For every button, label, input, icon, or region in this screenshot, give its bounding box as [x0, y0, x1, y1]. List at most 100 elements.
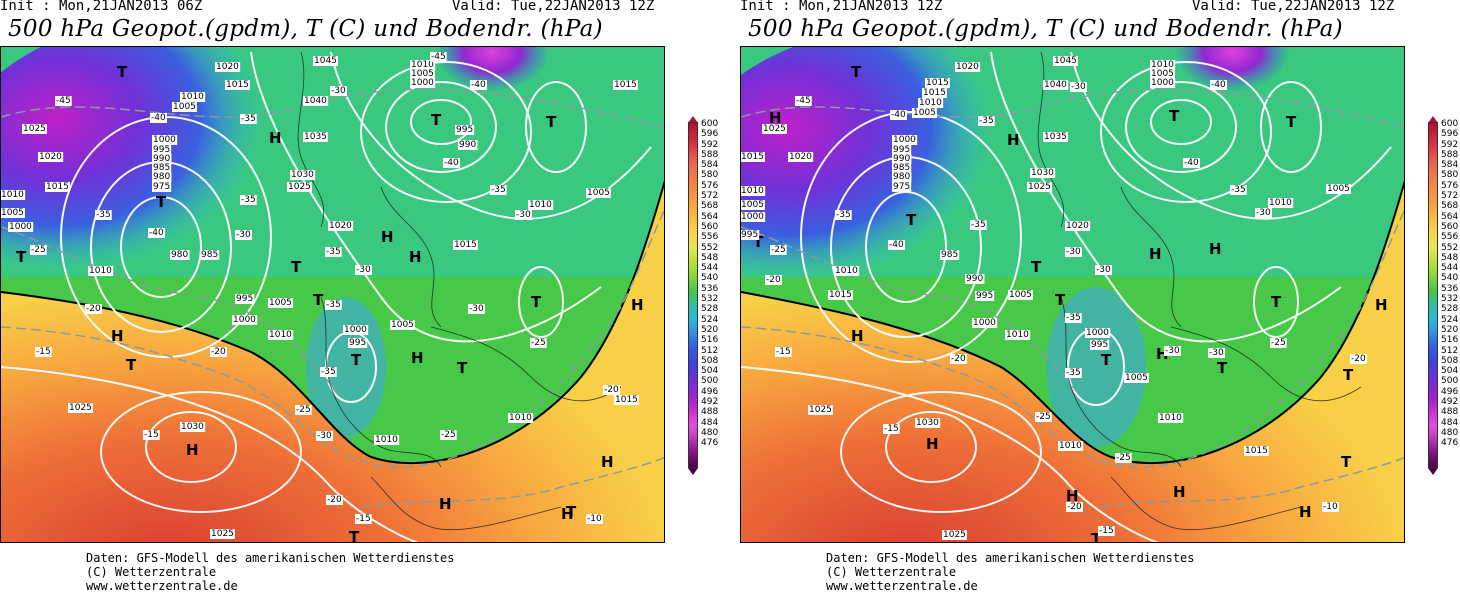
- isoline-label: -30: [1209, 348, 1224, 358]
- high-center: H: [1299, 503, 1312, 521]
- high-center: H: [1149, 245, 1162, 263]
- coastlines: [297, 51, 622, 531]
- map-svg: T T H T T T H H T T H T T H H T H T T T: [1, 47, 664, 543]
- data-credits: Daten: GFS-Modell des amerikanischen Wet…: [826, 551, 1194, 593]
- low-center: T: [1169, 107, 1180, 125]
- isoline-label: -30: [516, 210, 531, 220]
- isoline-label: -15: [884, 424, 899, 434]
- isoline-label: -40: [891, 110, 906, 120]
- low-center: T: [431, 111, 442, 129]
- low-center: T: [351, 351, 362, 369]
- isoline-label: 1025: [288, 182, 311, 192]
- isoline-label: 1035: [304, 132, 327, 142]
- isoline-label: -20: [86, 304, 101, 314]
- isoline-label: 1000: [741, 212, 764, 222]
- isoline-label: 985: [941, 250, 958, 260]
- low-center: T: [1101, 351, 1112, 369]
- isoline-label: -30: [1096, 265, 1111, 275]
- isoline-label: -10: [587, 514, 602, 524]
- isoline-label: -30: [317, 431, 332, 441]
- credit-copyright: (C) Wetterzentrale: [86, 565, 217, 579]
- map-title: 500 hPa Geopot.(gpdm), T (C) und Bodendr…: [8, 16, 603, 42]
- isoline-label: -40: [889, 240, 904, 250]
- isoline-label: 1025: [69, 403, 92, 413]
- isoline-label: -25: [531, 338, 546, 348]
- isoline-label: 1015: [923, 88, 946, 98]
- isoline-label: 985: [153, 163, 170, 173]
- low-center: T: [349, 528, 360, 543]
- isoline-label: 1000: [973, 318, 996, 328]
- isoline-label: 1005: [587, 188, 610, 198]
- isoline-label: -30: [331, 86, 346, 96]
- low-center: T: [906, 211, 917, 229]
- isoline-label: 1010: [529, 200, 552, 210]
- isoline-label: 985: [893, 163, 910, 173]
- isoline-label: 1030: [181, 422, 204, 432]
- isoline-label: -40: [444, 158, 459, 168]
- isoline-label: 1005: [1327, 184, 1350, 194]
- isoline-label: 1000: [344, 325, 367, 335]
- isoline-label: -35: [979, 116, 994, 126]
- isoline-label: 1005: [741, 200, 764, 210]
- isoline-label: 1040: [1044, 80, 1067, 90]
- isoline-label: -30: [469, 304, 484, 314]
- isoline-label: 1045: [1054, 56, 1077, 66]
- isoline-label: -35: [241, 195, 256, 205]
- high-center: H: [111, 327, 124, 345]
- data-credits: Daten: GFS-Modell des amerikanischen Wet…: [86, 551, 454, 593]
- isoline-label: 1020: [216, 62, 239, 72]
- low-center: T: [531, 293, 542, 311]
- isoline-label: 1005: [391, 320, 414, 330]
- isoline-label: 990: [459, 140, 476, 150]
- isoline-label: 1020: [956, 62, 979, 72]
- high-center: H: [1375, 296, 1388, 314]
- low-center: T: [1341, 453, 1352, 471]
- warm-air-mass: [741, 183, 1404, 542]
- isoline-label: -35: [491, 185, 506, 195]
- isoline-label: -20: [1067, 502, 1082, 512]
- isoline-label: 990: [966, 274, 983, 284]
- isoline-label: 1025: [211, 529, 234, 539]
- isoline-label: 1030: [291, 170, 314, 180]
- isoline-label: -25: [441, 430, 456, 440]
- isoline-label: 995: [893, 145, 910, 155]
- isoline-label: 1010: [1, 190, 24, 200]
- isoline-label: -35: [1066, 313, 1081, 323]
- isoline-label: 1030: [916, 418, 939, 428]
- isoline-label: 1005: [1151, 69, 1174, 79]
- isoline-label: 995: [349, 338, 366, 348]
- temperature-labels: -45 -40 -35 -30 -40 -45 -35 -30 -35 -40 …: [30, 52, 620, 524]
- isoline-label: -10: [1323, 502, 1338, 512]
- pressure-labels: 1020 1015 1045 1010 1005 1000 1015 1025 …: [1, 56, 639, 539]
- isoline-label: 1010: [835, 266, 858, 276]
- map-title: 500 hPa Geopot.(gpdm), T (C) und Bodendr…: [748, 16, 1343, 42]
- isoline-label: 1025: [943, 530, 966, 540]
- color-scale-bar: [688, 122, 698, 468]
- low-center: T: [1031, 258, 1042, 276]
- isoline-label: -25: [1271, 338, 1286, 348]
- isoline-label: 1010: [1159, 413, 1182, 423]
- isoline-label: -40: [149, 228, 164, 238]
- low-center: T: [566, 503, 577, 521]
- isoline-label: 980: [893, 172, 910, 182]
- isoline-label: 1030: [1031, 168, 1054, 178]
- isoline-label: -15: [776, 347, 791, 357]
- isoline-label: 1010: [1006, 330, 1029, 340]
- high-center: H: [439, 495, 452, 513]
- isoline-label: 995: [741, 230, 758, 240]
- isoline-label: 985: [201, 250, 218, 260]
- isoline-label: 1040: [304, 96, 327, 106]
- color-scale-legend: 600 596 592 588 584 580 576 572 568 564 560 556 5…: [686, 116, 726, 480]
- isoline-label: -25: [1036, 412, 1051, 422]
- isoline-label: 980: [153, 172, 170, 182]
- low-center: T: [1055, 291, 1066, 309]
- isoline-label: 990: [893, 154, 910, 164]
- low-center: T: [16, 248, 27, 266]
- isoline-label: -45: [431, 52, 446, 62]
- isoline-label: 1015: [1245, 446, 1268, 456]
- isoline-label: -20: [1351, 354, 1366, 364]
- init-time: Init : Mon,21JAN2013 06Z: [0, 0, 203, 14]
- credit-website: www.wetterzentrale.de: [826, 579, 978, 593]
- isoline-label: 990: [153, 154, 170, 164]
- isoline-label: 1005: [1, 208, 24, 218]
